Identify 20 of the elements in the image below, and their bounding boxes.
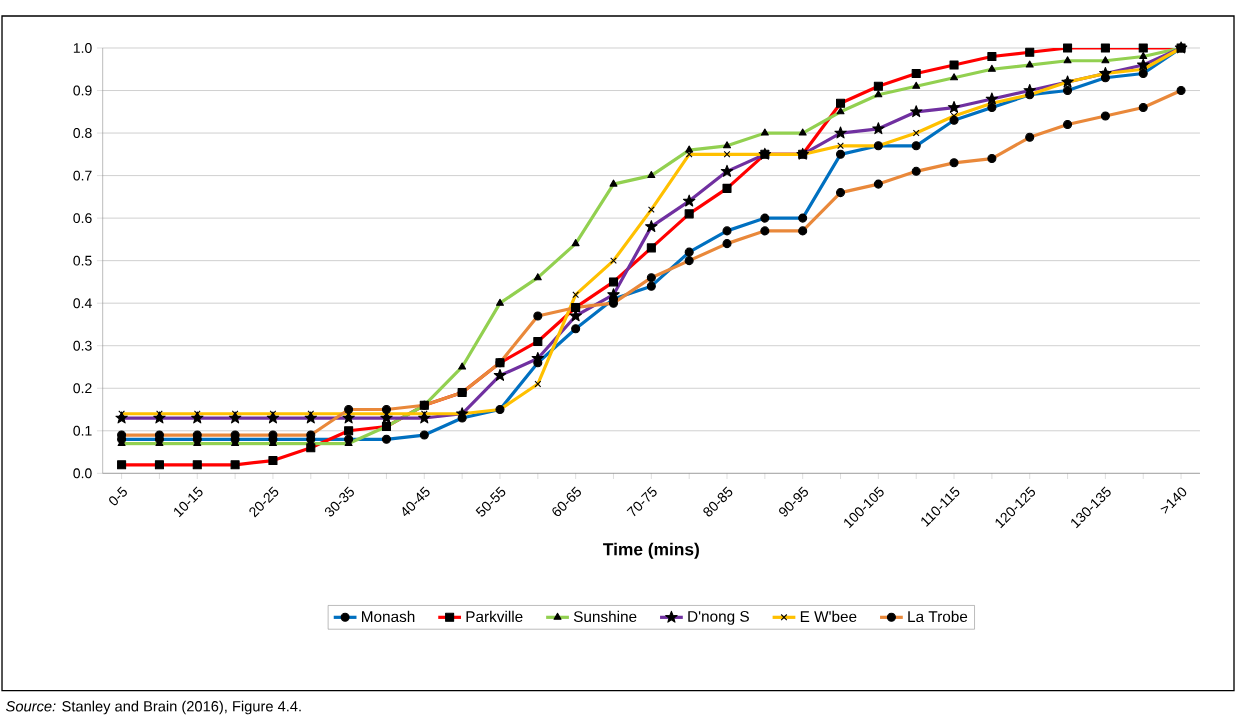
y-tick-label: 0.2 [73,383,92,394]
legend-label: D'nong S [688,610,749,625]
legend-label: Sunshine [573,610,637,623]
legend-label: Monash [362,610,415,623]
x-axis-title: Time (mins) [603,542,699,559]
legend-label: Parkville [466,610,523,623]
y-tick-label: 0.1 [73,425,92,436]
y-tick-label: 0.6 [73,213,92,224]
legend-label: E W'bee [800,610,857,623]
y-tick-label: 0.5 [73,255,92,266]
y-tick-label: 0.3 [73,340,92,351]
legend-label: La Trobe [908,610,968,623]
text: Source: Stanley and Brain (2016), Figure 4.4. [6,700,301,715]
y-tick-label: 0.9 [73,85,92,96]
y-tick-label: 1.0 [73,43,92,53]
x-tick-label: 0-5 [109,486,127,506]
y-tick-label: 0.8 [73,128,92,139]
y-tick-label: 0.4 [73,298,92,309]
y-tick-label: 0.7 [73,170,92,181]
y-tick-label: 0.0 [73,468,92,479]
